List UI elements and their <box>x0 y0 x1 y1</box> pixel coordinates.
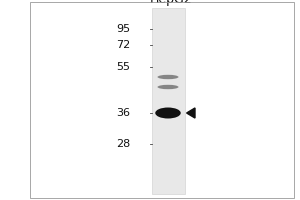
Bar <box>30 2 294 198</box>
Bar <box>152 8 184 194</box>
Polygon shape <box>187 108 195 118</box>
Text: 28: 28 <box>116 139 130 149</box>
Text: 55: 55 <box>116 62 130 72</box>
Text: HepG2: HepG2 <box>150 0 192 6</box>
Text: 36: 36 <box>116 108 130 118</box>
Text: 95: 95 <box>116 24 130 34</box>
Text: 72: 72 <box>116 40 130 50</box>
Ellipse shape <box>155 107 181 118</box>
Ellipse shape <box>158 75 178 79</box>
Ellipse shape <box>158 85 178 89</box>
